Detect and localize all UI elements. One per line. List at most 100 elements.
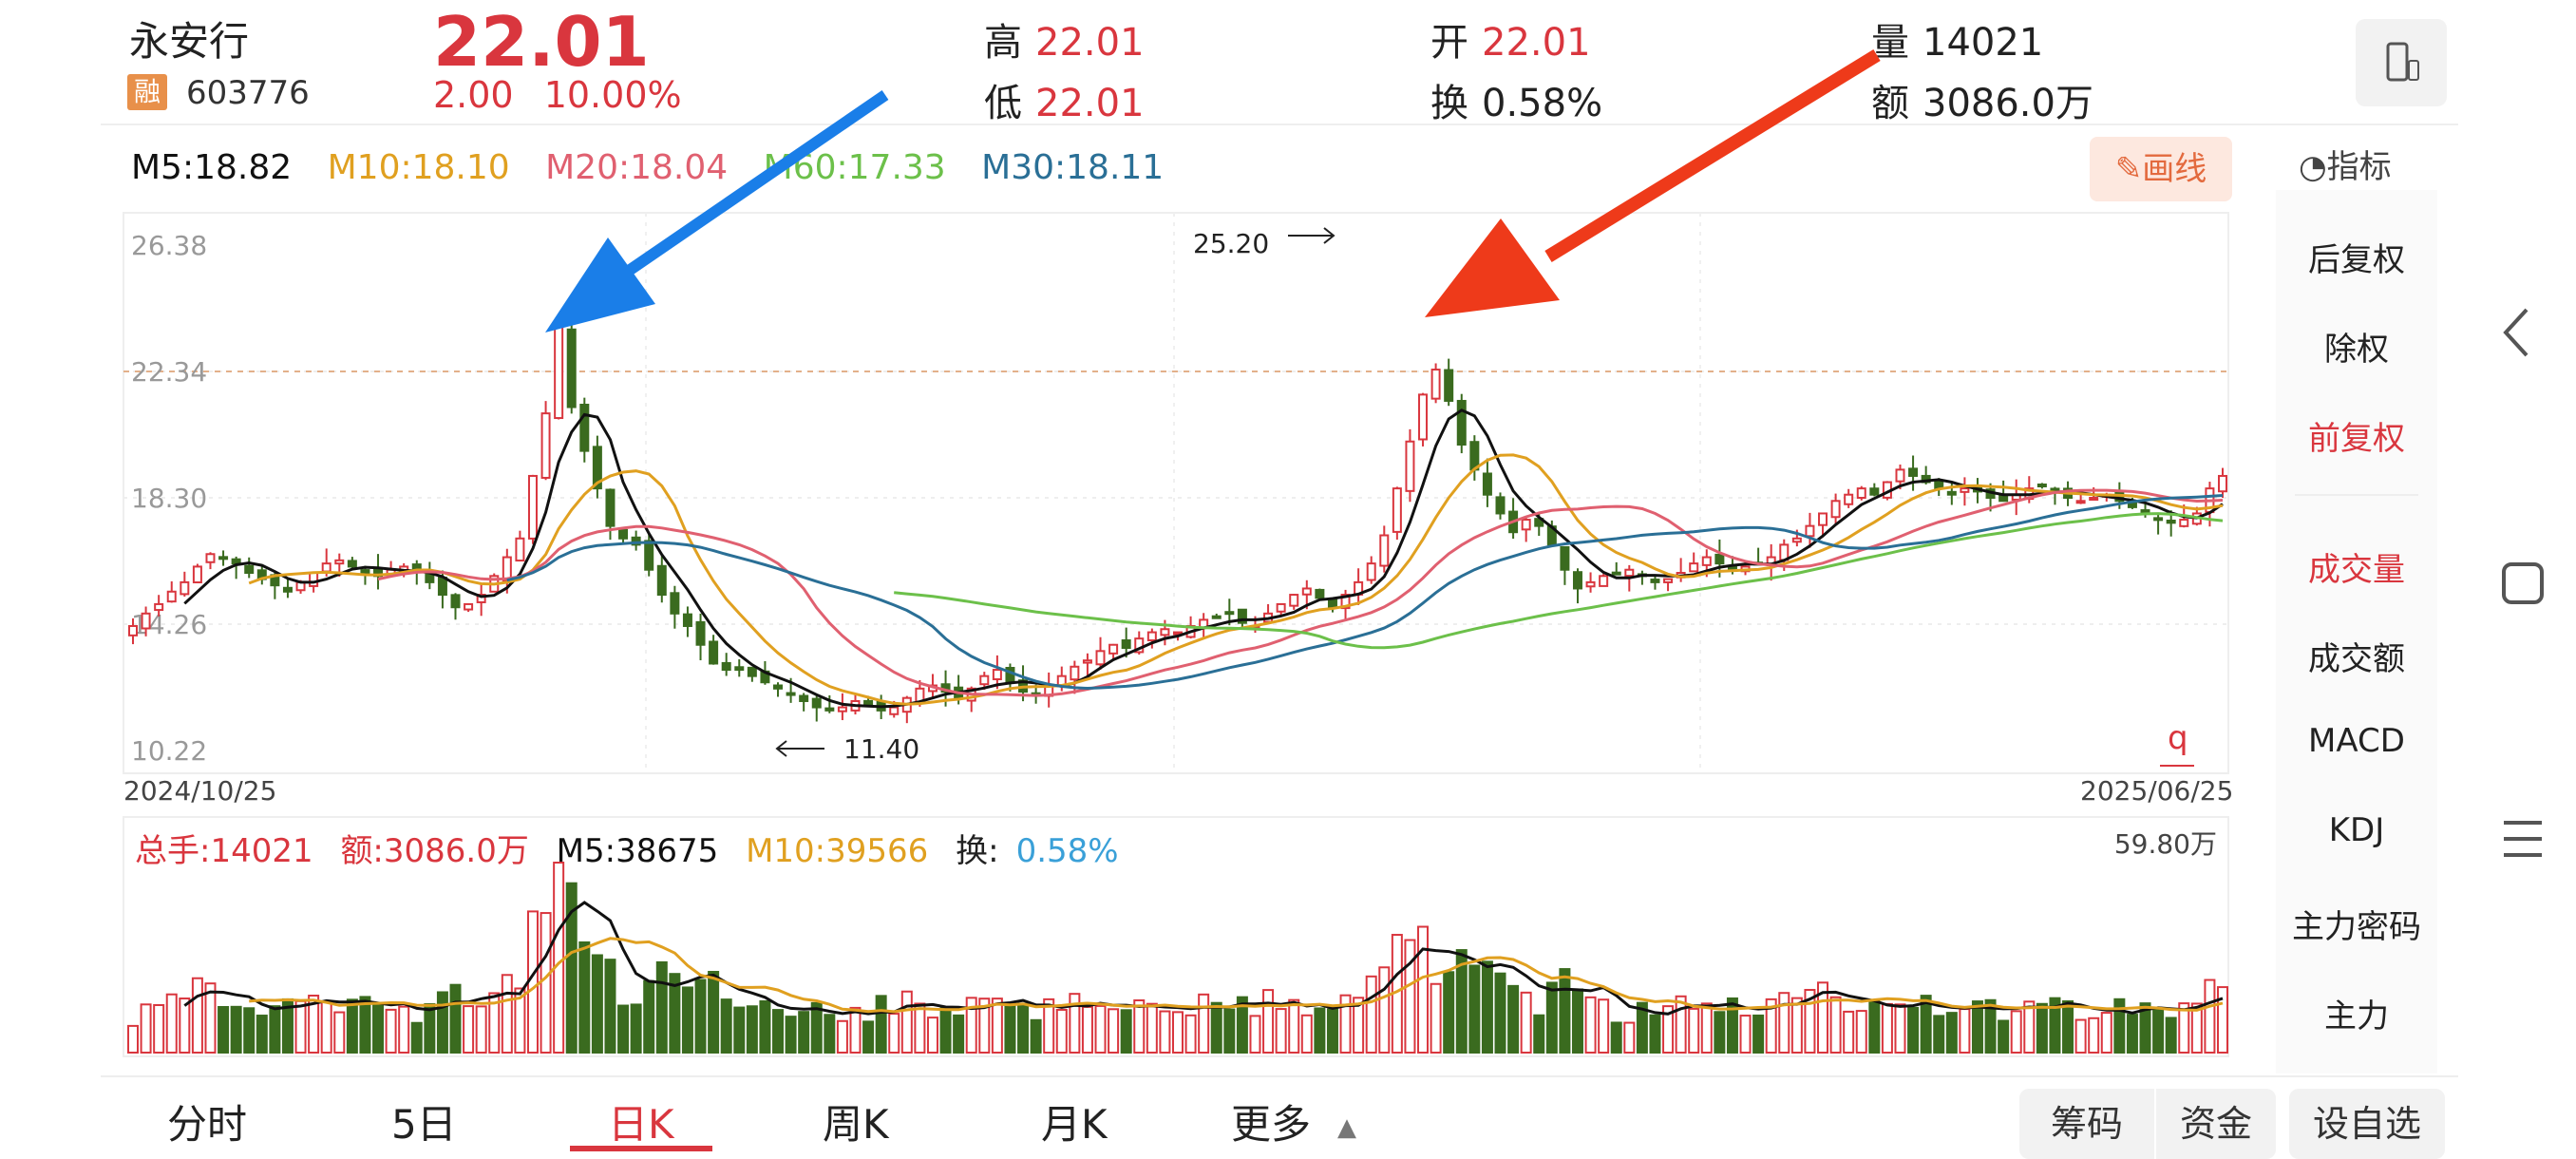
quote-open: 开 22.01 — [1430, 11, 1591, 66]
volume-bar — [410, 1021, 423, 1054]
price-tick-label: 26.38 — [131, 230, 207, 261]
funds-button[interactable]: 资金 — [2156, 1089, 2276, 1159]
candle-up — [334, 559, 345, 565]
volume-bar — [2062, 999, 2074, 1054]
candle-down — [1869, 487, 1880, 496]
side-item-amount[interactable]: 成交额 — [2308, 640, 2405, 678]
side-divider — [2295, 494, 2418, 496]
volume-bar — [578, 940, 591, 1054]
candle-down — [656, 564, 667, 597]
side-item-pre-adjust[interactable]: 前复权 — [2308, 420, 2405, 458]
add-watchlist-button[interactable]: 设自选 — [2289, 1089, 2445, 1159]
volume-amount: 额:3086.0万 — [340, 832, 529, 870]
draw-line-button[interactable]: ✎画线 — [2090, 137, 2232, 201]
candle-down — [1714, 553, 1725, 565]
candle-up — [1599, 575, 1609, 587]
tab-daily-k[interactable]: 日K — [608, 1101, 674, 1148]
volume-bar — [2126, 1014, 2138, 1054]
volume-bar — [2023, 1000, 2036, 1054]
volume-bar — [1262, 989, 1275, 1054]
volume-bar — [939, 1007, 952, 1054]
tab-monthly-k[interactable]: 月K — [1041, 1101, 1108, 1148]
volume-bar — [1249, 1015, 1261, 1054]
volume-bar — [798, 1011, 810, 1054]
candle-up — [1392, 487, 1402, 533]
candle-up — [1791, 537, 1802, 543]
candle-down — [695, 620, 706, 646]
tab-5day[interactable]: 5日 — [391, 1101, 457, 1148]
volume-bar — [1739, 1015, 1752, 1054]
volume-bar — [1159, 1010, 1171, 1054]
volume-bar — [153, 1003, 165, 1054]
indicator-button[interactable]: ◔指标 — [2299, 141, 2392, 187]
volume-bar — [733, 1006, 746, 1054]
volume-bar — [2217, 986, 2228, 1054]
candle-down — [579, 403, 590, 452]
candle-up — [1585, 580, 1596, 588]
side-item-volume[interactable]: 成交量 — [2308, 551, 2405, 589]
tab-intraday[interactable]: 分时 — [167, 1101, 248, 1148]
side-item-ex-right[interactable]: 除权 — [2324, 331, 2389, 369]
volume-ma-lines — [183, 901, 2224, 1016]
side-item-main-password[interactable]: 主力密码 — [2292, 908, 2421, 946]
volume-bar — [720, 998, 732, 1054]
landscape-toggle-button[interactable] — [2356, 19, 2447, 106]
candle-up — [1960, 487, 1970, 493]
candle-up — [2075, 500, 2086, 504]
side-item-kdj[interactable]: KDJ — [2328, 811, 2385, 849]
high-marker-label: 25.20 — [1193, 228, 1269, 259]
candle-down — [682, 613, 692, 627]
candle-up — [979, 674, 990, 686]
volume-bar — [2036, 1002, 2048, 1054]
moving-averages — [183, 408, 2224, 709]
ma20-line — [377, 488, 2224, 697]
candle-down — [1444, 369, 1454, 402]
volume-bar — [875, 995, 887, 1054]
volume-bar — [1339, 994, 1352, 1054]
candle-up — [1289, 594, 1299, 607]
volume-bar — [308, 995, 320, 1054]
volume-bar — [1314, 1007, 1326, 1054]
blue-arrow — [545, 90, 889, 332]
home-icon[interactable] — [2500, 560, 2546, 606]
menu-icon[interactable] — [2500, 817, 2546, 861]
candle-up — [1173, 631, 1183, 636]
caret-up-icon: ▲ — [1337, 1112, 1357, 1142]
indicator-label: 指标 — [2326, 148, 2392, 186]
candle-up — [309, 572, 319, 587]
candle-up — [540, 412, 551, 479]
volume-bar — [965, 997, 977, 1054]
volume-bar — [256, 1015, 268, 1054]
tab-more[interactable]: 更多 ▲ — [1231, 1092, 1356, 1150]
volume-bar — [1945, 1012, 1958, 1054]
volume-bar — [1275, 1008, 1287, 1054]
tab-weekly-k[interactable]: 周K — [823, 1101, 889, 1148]
volume-bar — [746, 1005, 758, 1054]
candle-up — [128, 624, 138, 636]
volume-m10: M10:39566 — [746, 832, 929, 870]
volume-bar — [1004, 1001, 1016, 1054]
candle-down — [786, 692, 796, 696]
quote-high: 高 22.01 — [984, 11, 1145, 66]
stock-code: 603776 — [186, 74, 310, 112]
volume-bar — [617, 1004, 630, 1054]
candle-down — [450, 594, 461, 609]
volume-bar — [463, 1005, 475, 1054]
ma10-label: M10:18.10 — [327, 148, 510, 187]
candle-down — [1482, 472, 1492, 496]
volume-bar — [1855, 1010, 1867, 1054]
volume-bar — [708, 971, 720, 1054]
chips-button[interactable]: 筹码 — [2019, 1089, 2154, 1159]
volume-bar — [694, 978, 707, 1054]
volume-bar — [1714, 1011, 1726, 1054]
side-item-macd[interactable]: MACD — [2308, 722, 2405, 760]
candle-down — [1495, 496, 1506, 515]
candle-down — [437, 577, 447, 597]
back-icon[interactable] — [2498, 304, 2536, 361]
side-item-main-force[interactable]: 主力 — [2324, 998, 2389, 1036]
side-item-post-adjust[interactable]: 后复权 — [2308, 241, 2405, 279]
volume-bar — [1120, 1009, 1132, 1054]
candle-down — [566, 328, 577, 408]
volume-bar — [1817, 981, 1829, 1054]
